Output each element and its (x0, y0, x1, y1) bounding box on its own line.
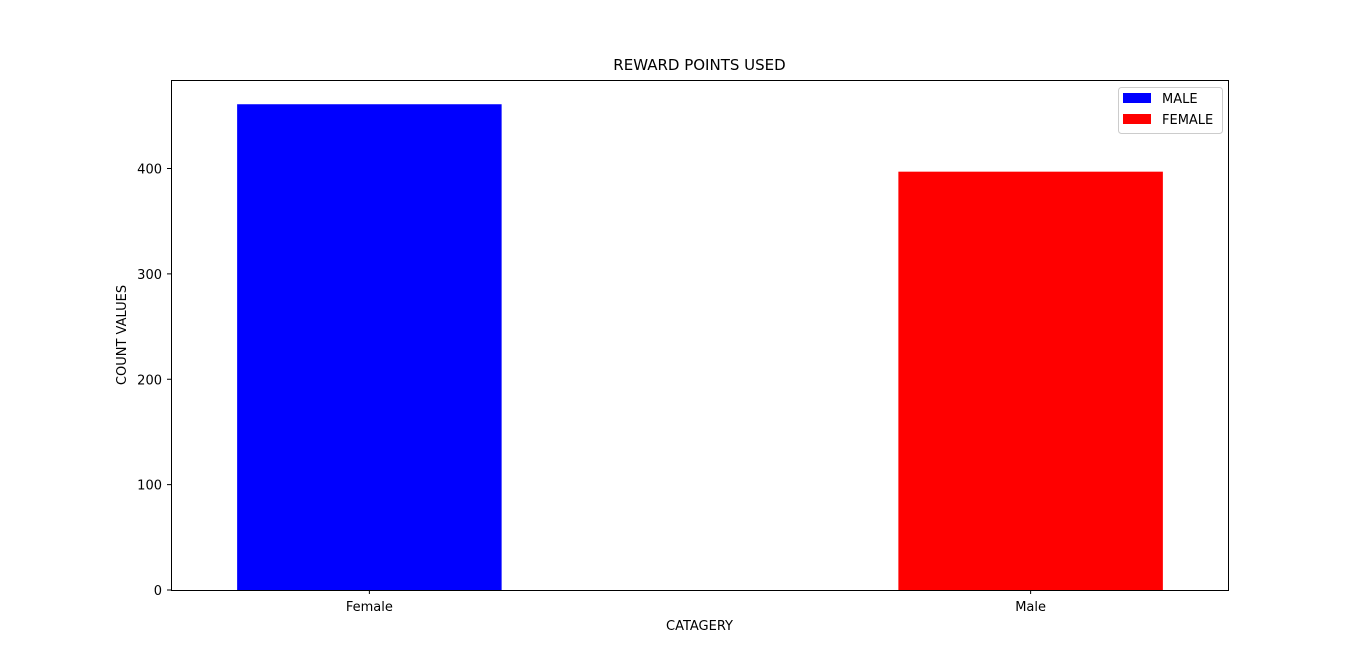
bar-male-female (237, 104, 502, 590)
plot-area: 0 100 200 300 400 Female Male (137, 80, 1229, 615)
x-tick-label-female: Female (346, 600, 393, 615)
y-tick-label: 100 (137, 479, 162, 494)
y-tick-label: 300 (137, 268, 162, 283)
legend-swatch-female (1123, 114, 1151, 124)
bar-female-male (898, 171, 1163, 590)
x-axis-ticks: Female Male (346, 590, 1046, 615)
legend-label-female: FEMALE (1162, 113, 1213, 128)
y-axis-label: COUNT VALUES (115, 285, 130, 385)
bars-group (237, 104, 1163, 590)
plot-frame (171, 80, 1229, 591)
chart-title: REWARD POINTS USED (613, 56, 785, 74)
x-axis-label: CATAGERY (666, 619, 733, 634)
legend-swatch-male (1123, 93, 1151, 103)
y-tick-label: 400 (137, 163, 162, 178)
y-tick-label: 200 (137, 373, 162, 388)
y-axis-ticks: 0 100 200 300 400 (137, 163, 171, 599)
x-tick-label-male: Male (1015, 600, 1046, 615)
legend: MALE FEMALE (1118, 87, 1223, 134)
legend-label-male: MALE (1162, 92, 1198, 107)
y-tick-label: 0 (154, 584, 162, 599)
